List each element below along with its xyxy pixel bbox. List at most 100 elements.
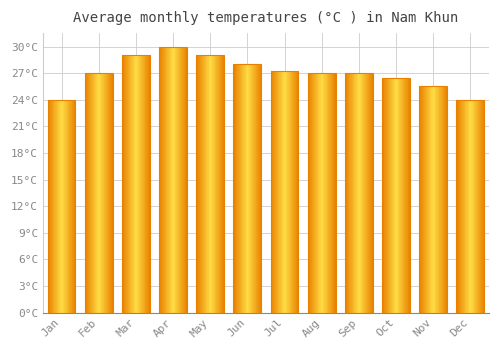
Bar	[96, 73, 97, 313]
Bar	[200, 55, 201, 313]
Bar	[310, 73, 312, 313]
Bar	[200, 55, 202, 313]
Bar	[52, 100, 54, 313]
Bar	[359, 73, 360, 313]
Bar	[133, 55, 134, 313]
Bar	[98, 73, 99, 313]
Bar	[406, 78, 408, 313]
Bar	[391, 78, 392, 313]
Bar	[421, 86, 422, 313]
Bar	[93, 73, 94, 313]
Bar	[174, 47, 175, 313]
Bar	[327, 73, 328, 313]
Bar	[345, 73, 373, 313]
Bar	[431, 86, 432, 313]
Bar	[428, 86, 429, 313]
Bar	[236, 64, 237, 313]
Bar	[366, 73, 367, 313]
Bar	[138, 55, 139, 313]
Bar	[469, 100, 470, 313]
Bar	[284, 71, 286, 313]
Bar	[278, 71, 279, 313]
Bar	[64, 100, 65, 313]
Bar	[184, 47, 186, 313]
Bar	[218, 55, 220, 313]
Bar	[472, 100, 474, 313]
Bar	[222, 55, 223, 313]
Bar	[260, 64, 262, 313]
Bar	[88, 73, 89, 313]
Bar	[430, 86, 431, 313]
Bar	[197, 55, 198, 313]
Bar	[260, 64, 261, 313]
Bar	[58, 100, 59, 313]
Bar	[320, 73, 322, 313]
Bar	[402, 78, 404, 313]
Bar	[393, 78, 394, 313]
Bar	[103, 73, 104, 313]
Bar	[394, 78, 395, 313]
Bar	[434, 86, 435, 313]
Bar	[140, 55, 141, 313]
Bar	[170, 47, 171, 313]
Bar	[396, 78, 398, 313]
Bar	[471, 100, 472, 313]
Bar	[161, 47, 162, 313]
Bar	[460, 100, 461, 313]
Bar	[317, 73, 318, 313]
Bar	[95, 73, 96, 313]
Bar	[212, 55, 213, 313]
Bar	[172, 47, 173, 313]
Bar	[255, 64, 256, 313]
Bar	[221, 55, 222, 313]
Bar	[72, 100, 73, 313]
Bar	[354, 73, 355, 313]
Bar	[253, 64, 254, 313]
Bar	[196, 55, 197, 313]
Bar	[366, 73, 368, 313]
Bar	[324, 73, 325, 313]
Bar	[105, 73, 106, 313]
Bar	[290, 71, 292, 313]
Bar	[136, 55, 137, 313]
Bar	[252, 64, 253, 313]
Bar	[296, 71, 297, 313]
Bar	[167, 47, 168, 313]
Bar	[274, 71, 275, 313]
Bar	[468, 100, 469, 313]
Bar	[168, 47, 170, 313]
Bar	[249, 64, 250, 313]
Bar	[368, 73, 369, 313]
Bar	[438, 86, 440, 313]
Bar	[206, 55, 207, 313]
Bar	[404, 78, 405, 313]
Bar	[405, 78, 406, 313]
Bar	[437, 86, 438, 313]
Bar	[67, 100, 68, 313]
Bar	[257, 64, 258, 313]
Bar	[220, 55, 221, 313]
Bar	[164, 47, 166, 313]
Bar	[280, 71, 281, 313]
Bar	[59, 100, 60, 313]
Bar	[383, 78, 384, 313]
Bar	[250, 64, 252, 313]
Bar	[432, 86, 434, 313]
Bar	[475, 100, 476, 313]
Bar	[355, 73, 356, 313]
Bar	[361, 73, 362, 313]
Bar	[66, 100, 67, 313]
Bar	[186, 47, 187, 313]
Bar	[243, 64, 244, 313]
Bar	[213, 55, 214, 313]
Bar	[382, 78, 384, 313]
Bar	[235, 64, 236, 313]
Bar	[356, 73, 358, 313]
Bar	[293, 71, 294, 313]
Bar	[240, 64, 242, 313]
Bar	[70, 100, 71, 313]
Bar	[72, 100, 74, 313]
Bar	[399, 78, 400, 313]
Bar	[462, 100, 463, 313]
Bar	[280, 71, 281, 313]
